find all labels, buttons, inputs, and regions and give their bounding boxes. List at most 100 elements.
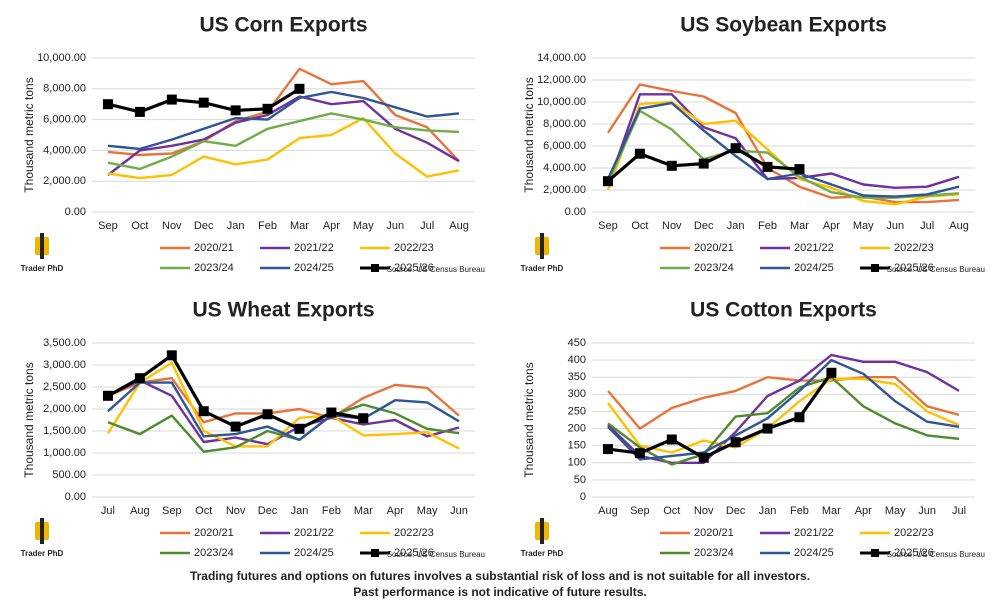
x-tick-label: Jun [450, 505, 468, 517]
legend-label: 2021/22 [294, 242, 334, 254]
x-tick-label: Mar [354, 505, 373, 517]
series-marker [634, 148, 645, 159]
y-tick-label: 200 [568, 422, 586, 434]
y-tick-label: 0 [580, 491, 586, 503]
x-tick-label: Aug [130, 505, 150, 517]
y-tick-label: 150 [568, 440, 586, 452]
series-marker [102, 99, 113, 110]
legend-marker [371, 549, 379, 557]
logo-icon [40, 233, 44, 259]
x-tick-label: Jun [918, 505, 936, 517]
x-tick-label: Mar [790, 220, 809, 232]
x-tick-label: Jun [886, 220, 904, 232]
y-tick-label: 1,500.00 [43, 425, 86, 437]
series-marker [198, 406, 209, 417]
series-marker [666, 434, 677, 445]
series-line [107, 95, 460, 176]
x-tick-label: Oct [131, 220, 148, 232]
series-line [107, 112, 460, 171]
disclaimer: Past performance is not indicative of fu… [353, 585, 646, 599]
x-tick-label: Sep [630, 505, 650, 517]
series-marker [230, 105, 241, 116]
series-marker [666, 160, 677, 171]
series-line [606, 101, 960, 198]
y-tick-label: 3,000.00 [43, 359, 86, 371]
x-tick-label: Feb [258, 220, 277, 232]
x-tick-label: Oct [663, 505, 680, 517]
x-tick-label: Apr [823, 220, 840, 232]
x-tick-label: Apr [387, 505, 404, 517]
series-marker [294, 83, 305, 94]
legend-label: 2025/26 [394, 262, 434, 274]
series-marker [794, 412, 805, 423]
x-tick-label: Mar [290, 220, 309, 232]
series-marker [262, 409, 273, 420]
series-line [107, 377, 460, 424]
series-marker [294, 423, 305, 434]
legend-marker [871, 264, 879, 272]
chart-title: US Soybean Exports [680, 14, 887, 37]
source: Source: US Census Bureau [387, 550, 485, 559]
x-tick-label: Dec [258, 505, 278, 517]
x-tick-label: Oct [631, 220, 648, 232]
x-tick-label: Dec [694, 220, 714, 232]
series-marker [102, 390, 113, 401]
source: Source: US Census Bureau [887, 550, 985, 559]
y-tick-label: 0.00 [565, 206, 586, 218]
logo-text: Trader PhD [21, 549, 64, 558]
legend-label: 2021/22 [794, 527, 834, 539]
series-marker [230, 421, 241, 432]
x-tick-label: Jan [291, 505, 309, 517]
y-tick-label: 6,000.00 [543, 140, 586, 152]
y-tick-label: 6,000.00 [43, 114, 86, 126]
x-tick-label: Jul [101, 505, 115, 517]
y-tick-label: 50 [574, 474, 586, 486]
legend-label: 2023/24 [194, 262, 234, 274]
y-tick-label: 10,000.00 [537, 96, 586, 108]
x-tick-label: Jan [227, 220, 245, 232]
x-tick-label: Nov [694, 505, 714, 517]
x-tick-label: Sep [162, 505, 182, 517]
y-tick-label: 250 [568, 405, 586, 417]
x-tick-label: Feb [758, 220, 777, 232]
series-marker [730, 437, 741, 448]
series-line [606, 100, 960, 206]
legend-label: 2024/25 [294, 262, 334, 274]
x-tick-label: Sep [98, 220, 118, 232]
series-line [107, 353, 364, 431]
y-tick-label: 10,000.00 [37, 52, 86, 64]
legend-label: 2024/25 [794, 262, 834, 274]
series-marker [262, 103, 273, 114]
y-tick-label: 4,000.00 [43, 144, 86, 156]
series-line [107, 90, 460, 151]
legend-label: 2021/22 [794, 242, 834, 254]
y-tick-label: 1,000.00 [43, 447, 86, 459]
legend-label: 2020/21 [694, 242, 734, 254]
series-marker [134, 373, 145, 384]
series-line [107, 116, 460, 180]
legend-label: 2020/21 [194, 527, 234, 539]
logo-text: Trader PhD [21, 264, 64, 273]
legend-label: 2021/22 [294, 527, 334, 539]
series-line [607, 376, 960, 430]
logo-text: Trader PhD [521, 549, 564, 558]
y-tick-label: 8,000.00 [43, 83, 86, 95]
series-line [107, 67, 460, 163]
y-axis-label: Thousand metric tons [522, 77, 536, 192]
y-tick-label: 450 [568, 337, 586, 349]
legend-marker [871, 549, 879, 557]
y-tick-label: 12,000.00 [537, 74, 586, 86]
series-line [607, 371, 833, 460]
y-tick-label: 350 [568, 371, 586, 383]
y-tick-label: 0.00 [65, 206, 86, 218]
y-tick-label: 2,000.00 [43, 403, 86, 415]
y-tick-label: 4,000.00 [543, 162, 586, 174]
x-tick-label: May [417, 505, 438, 517]
y-axis-label: Thousand metric tons [522, 362, 536, 477]
series-marker [326, 407, 337, 418]
series-marker [602, 176, 613, 187]
legend-label: 2023/24 [194, 547, 234, 559]
series-marker [826, 367, 837, 378]
series-marker [166, 350, 177, 361]
legend-label: 2023/24 [694, 262, 734, 274]
